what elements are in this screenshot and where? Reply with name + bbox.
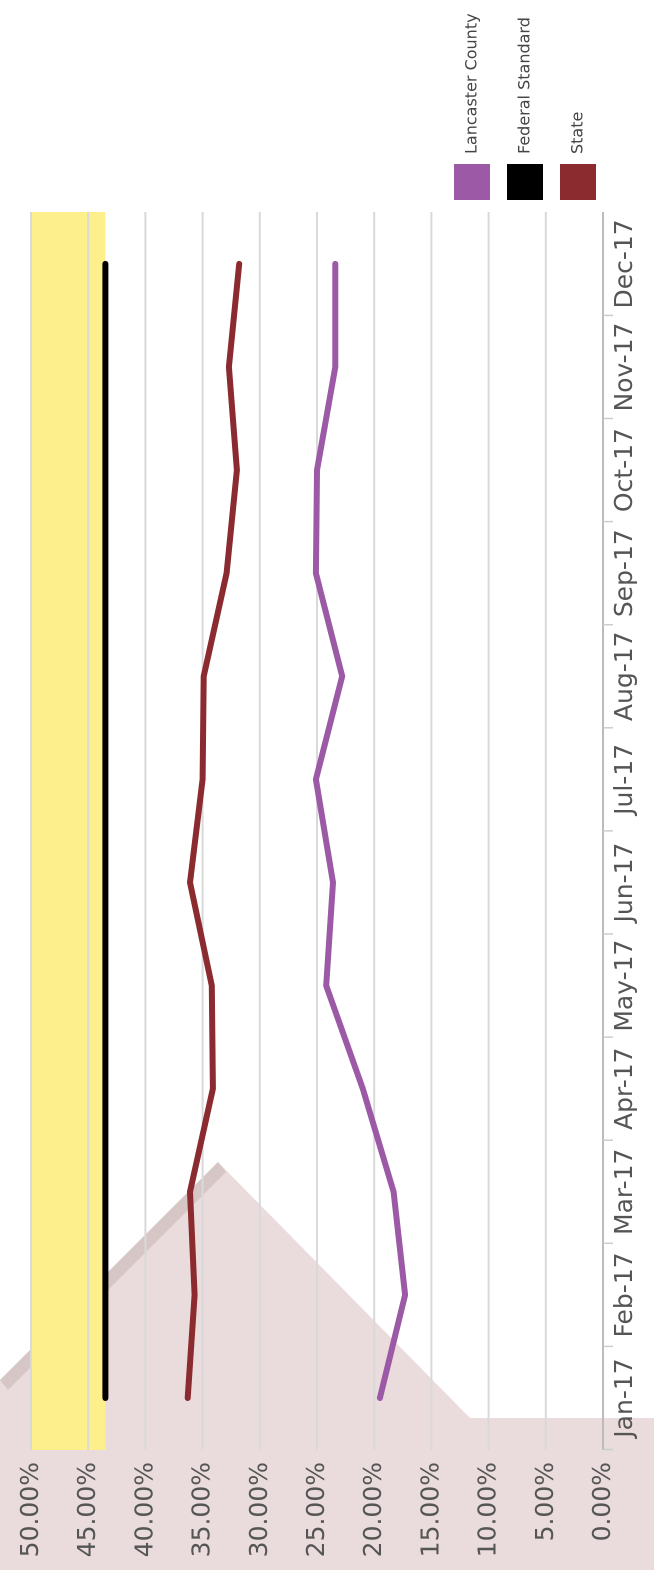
y-tick-label: 25.00% <box>301 1462 330 1557</box>
series-lines <box>102 260 409 1401</box>
x-tick-label: Nov-17 <box>609 323 638 412</box>
y-tick-label: 35.00% <box>187 1462 216 1557</box>
x-tick-label: Sep-17 <box>609 529 638 617</box>
y-tick-label: 20.00% <box>358 1462 387 1557</box>
legend: Lancaster County Federal Standard State <box>454 13 596 200</box>
y-axis: 0.00% 5.00% 10.00% 15.00% 20.00% 25.00% 30.00%… <box>15 1462 616 1557</box>
legend-swatch <box>507 164 543 200</box>
legend-swatch <box>454 164 490 200</box>
highlight-band <box>31 212 106 1450</box>
y-tick-label: 30.00% <box>244 1462 273 1557</box>
y-tick-label: 40.00% <box>129 1462 158 1557</box>
y-tick-label: 15.00% <box>415 1462 444 1557</box>
x-tick-label: Jun-17 <box>609 843 638 925</box>
legend-label: Federal Standard <box>515 17 534 154</box>
y-tick-label: 5.00% <box>530 1462 559 1541</box>
legend-label: Lancaster County <box>462 13 481 154</box>
x-tick-label: Oct-17 <box>609 428 638 512</box>
x-tick-label: Jan-17 <box>609 1358 638 1439</box>
x-tick-label: Mar-17 <box>609 1149 638 1235</box>
x-tick-label: Aug-17 <box>609 631 638 721</box>
x-tick-label: Apr-17 <box>609 1047 638 1129</box>
y-tick-label: 45.00% <box>72 1462 101 1557</box>
x-tick-label: May-17 <box>609 940 638 1032</box>
x-axis: Jan-17 Feb-17 Mar-17 Apr-17 May-17 Jun-17 Jul-… <box>603 219 638 1451</box>
series-line-state <box>184 260 243 1401</box>
x-tick-label: Jul-17 <box>609 744 638 817</box>
x-tick-label: Feb-17 <box>609 1252 638 1337</box>
legend-label: State <box>568 112 587 154</box>
y-tick-label: 0.00% <box>587 1462 616 1541</box>
x-tick-label: Dec-17 <box>609 219 638 308</box>
legend-swatch <box>560 164 596 200</box>
series-line-lancaster-county <box>312 260 409 1401</box>
y-tick-label: 10.00% <box>473 1462 502 1557</box>
y-tick-label: 50.00% <box>15 1462 44 1557</box>
